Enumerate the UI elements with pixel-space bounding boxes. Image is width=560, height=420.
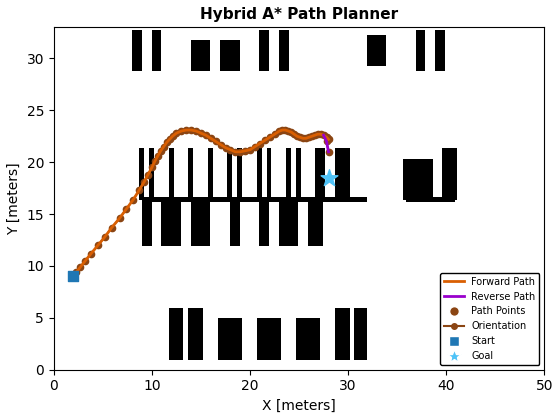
Title: Hybrid A* Path Planner: Hybrid A* Path Planner (200, 7, 398, 22)
Point (69, 273, 78, 280)
X-axis label: X [meters]: X [meters] (262, 399, 336, 413)
Point (324, 174, 333, 181)
Legend: Forward Path, Reverse Path, Path Points, Orientation, Start, Goal: Forward Path, Reverse Path, Path Points,… (440, 273, 539, 365)
Y-axis label: Y [meters]: Y [meters] (7, 162, 21, 235)
